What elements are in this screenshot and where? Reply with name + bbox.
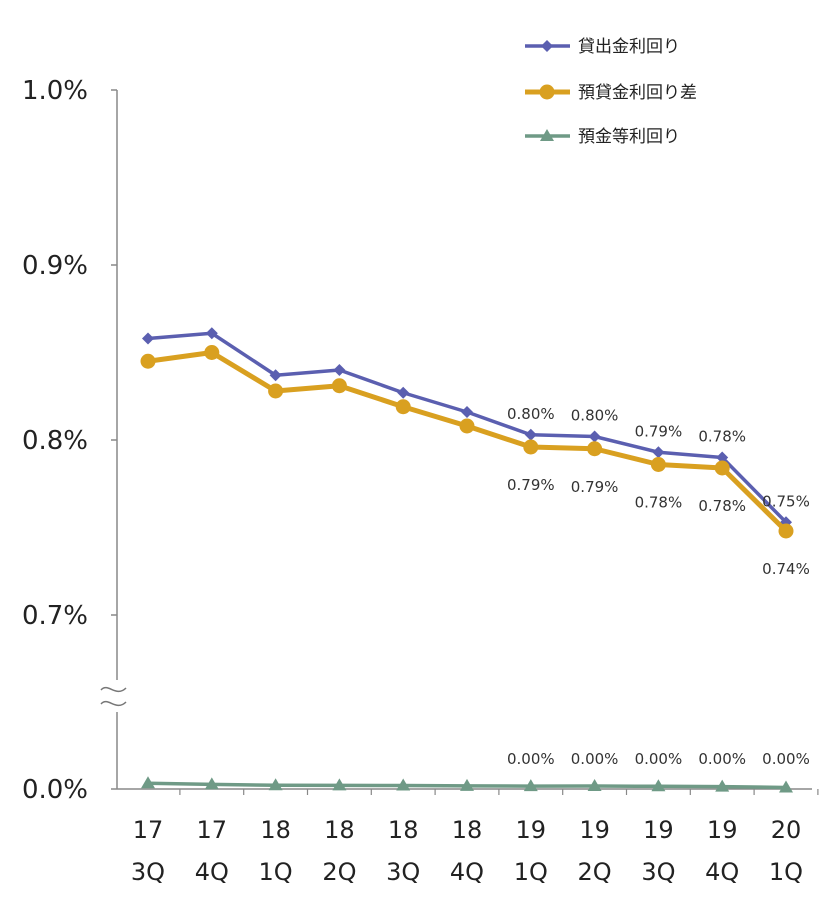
point-diamond	[205, 327, 218, 340]
x-tick-year: 18	[324, 816, 355, 844]
point-triangle	[396, 778, 411, 791]
y-tick-label: 0.7%	[22, 601, 88, 631]
y-tick-label: 1.0%	[22, 76, 88, 106]
data-label: 0.78%	[698, 497, 746, 515]
y-tick-label: 0.0%	[22, 775, 88, 805]
point-diamond	[652, 446, 665, 459]
point-diamond	[269, 369, 282, 382]
y-tick-label: 0.9%	[22, 251, 88, 281]
point-circle	[140, 353, 156, 369]
data-label: 0.00%	[762, 750, 810, 768]
point-triangle	[460, 778, 474, 791]
point-diamond	[142, 332, 154, 345]
x-tick-year: 19	[516, 816, 547, 844]
data-label: 0.00%	[635, 750, 683, 768]
y-tick-label: 0.8%	[22, 426, 88, 456]
x-tick-quarter: 4Q	[705, 858, 739, 886]
point-triangle	[204, 777, 219, 790]
data-labels: 0.80% 0.80% 0.79% 0.78% 0.75% 0.79% 0.79% 0.78%…	[507, 405, 810, 768]
point-circle	[778, 523, 794, 539]
point-circle	[331, 378, 347, 394]
data-label: 0.80%	[507, 405, 555, 423]
point-circle	[204, 345, 220, 360]
x-tick-quarter: 1Q	[259, 858, 293, 886]
series-line	[147, 350, 788, 533]
x-tick-quarter: 2Q	[578, 858, 612, 886]
data-label: 0.00%	[507, 750, 555, 768]
point-diamond	[524, 428, 537, 441]
x-tick-year: 18	[388, 816, 419, 844]
data-label: 0.79%	[635, 422, 683, 440]
point-circle	[650, 457, 666, 472]
data-label: 0.79%	[571, 478, 619, 496]
x-tick-quarter: 2Q	[322, 858, 356, 886]
data-label: 0.78%	[698, 428, 746, 446]
point-triangle	[651, 779, 666, 792]
x-tick-quarter: 4Q	[450, 858, 484, 886]
point-diamond	[397, 386, 410, 399]
data-label: 0.75%	[762, 492, 810, 510]
axis-break-mark	[100, 700, 127, 707]
x-tick-quarter: 1Q	[769, 858, 803, 886]
series-lines	[140, 327, 794, 793]
axis-break-mark	[100, 686, 127, 693]
x-tick-labels: 17 3Q 17 4Q 18 1Q 18 2Q 18 3Q 18 4Q 19 1Q 19 2Q 19 3Q 19 4Q…	[131, 816, 803, 886]
point-triangle	[141, 776, 155, 789]
x-tick-year: 18	[452, 816, 483, 844]
point-triangle	[779, 780, 793, 793]
point-circle	[268, 383, 284, 399]
x-tick-year: 18	[260, 816, 291, 844]
point-diamond	[461, 406, 473, 418]
point-diamond	[588, 430, 601, 443]
legend-label: 貸出金利回り	[578, 37, 680, 57]
data-label: 0.80%	[571, 407, 619, 425]
data-label: 0.00%	[698, 750, 746, 768]
x-tick-quarter: 3Q	[386, 858, 420, 886]
data-label: 0.79%	[507, 476, 555, 494]
data-label: 0.00%	[571, 750, 619, 768]
data-label: 0.78%	[635, 494, 683, 512]
x-tick-year: 19	[643, 816, 674, 844]
point-triangle	[540, 129, 554, 141]
x-tick-quarter: 4Q	[195, 858, 229, 886]
point-diamond	[716, 451, 729, 464]
point-circle	[539, 84, 555, 100]
legend-label: 預貸金利回り差	[578, 83, 697, 103]
x-tick-year: 17	[133, 816, 164, 844]
point-triangle	[268, 778, 283, 791]
point-diamond	[541, 40, 553, 52]
x-tick-year: 19	[707, 816, 738, 844]
x-tick-quarter: 1Q	[514, 858, 548, 886]
data-label: 0.74%	[762, 560, 810, 578]
legend-label: 預金等利回り	[578, 127, 680, 147]
x-tick-year: 19	[579, 816, 610, 844]
y-tick-labels: 1.0% 0.9% 0.8% 0.7% 0.0%	[22, 76, 88, 805]
x-tick-quarter: 3Q	[131, 858, 165, 886]
x-tick-quarter: 3Q	[641, 858, 675, 886]
point-triangle	[332, 778, 347, 791]
x-tick-year: 20	[771, 816, 802, 844]
x-tick-year: 17	[197, 816, 228, 844]
point-diamond	[333, 364, 346, 376]
point-circle	[523, 439, 539, 455]
point-triangle	[523, 779, 538, 792]
point-circle	[714, 460, 730, 476]
point-circle	[459, 418, 475, 434]
point-triangle	[587, 779, 602, 791]
point-triangle	[715, 779, 730, 792]
point-circle	[395, 399, 411, 415]
point-circle	[587, 441, 603, 457]
